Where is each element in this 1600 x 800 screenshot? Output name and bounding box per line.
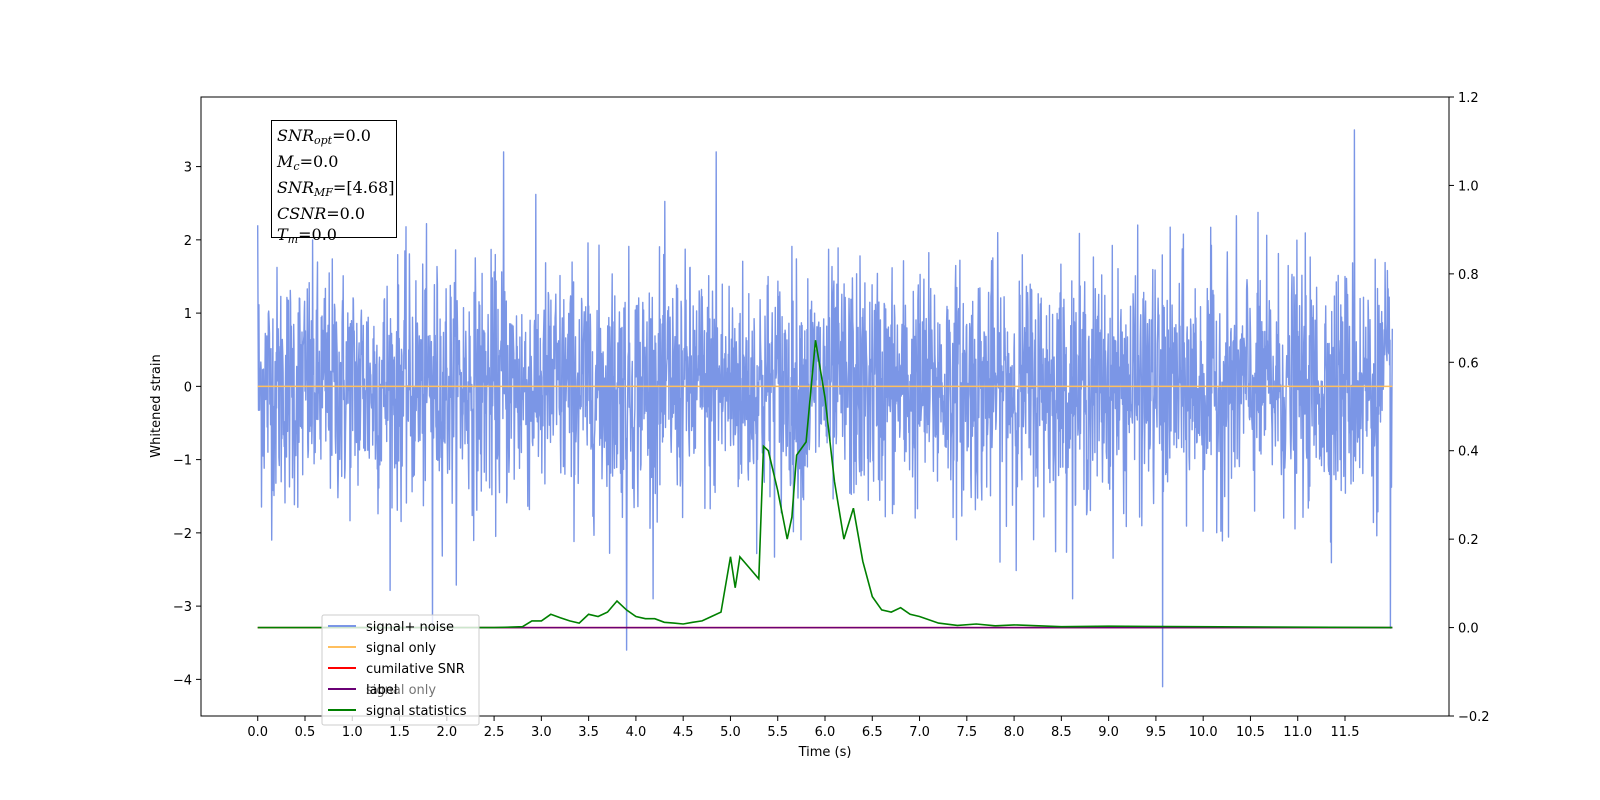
legend: signal+ noise signal only cumilative SNR… bbox=[321, 614, 480, 726]
x-axis-label: Time (s) bbox=[798, 745, 852, 760]
legend-label-signal-statistics: signal statistics bbox=[366, 704, 467, 719]
y-axis-label: Whitened strain bbox=[149, 354, 164, 457]
x-tick-label: 4.5 bbox=[673, 725, 694, 740]
y-left-tick-label: 2 bbox=[184, 234, 192, 249]
x-tick-label: 9.5 bbox=[1146, 725, 1167, 740]
x-tick-label: 0.5 bbox=[295, 725, 316, 740]
y-left-tick-label: −4 bbox=[173, 673, 192, 688]
x-tick-label: 10.0 bbox=[1189, 725, 1218, 740]
x-tick-label: 8.5 bbox=[1051, 725, 1072, 740]
y-right-tick-label: 1.0 bbox=[1458, 179, 1479, 194]
x-tick-label: 6.0 bbox=[815, 725, 836, 740]
x-tick-label: 5.5 bbox=[767, 725, 788, 740]
x-tick-label: 10.5 bbox=[1236, 725, 1265, 740]
csnr-symbol: CSNR bbox=[277, 204, 327, 223]
series-signal-noise-line bbox=[257, 129, 1393, 688]
info-snr-mf: SNRMF=[4.68] bbox=[277, 177, 396, 203]
series-signal-statistics-line bbox=[257, 340, 1393, 629]
legend-label-signal-noise: signal+ noise bbox=[366, 620, 454, 635]
x-tick-label: 5.0 bbox=[720, 725, 741, 740]
y-left-tick-label: −1 bbox=[173, 454, 192, 469]
x-tick-label: 1.0 bbox=[342, 725, 363, 740]
y-left-tick-label: 0 bbox=[184, 380, 192, 395]
legend-frame bbox=[321, 614, 480, 726]
y-axis-right-ticks: −0.2 0.0 0.2 0.4 0.6 0.8 1.0 1.2 bbox=[1449, 91, 1490, 725]
info-csnr: CSNR=0.0 bbox=[277, 203, 396, 224]
x-tick-label: 7.5 bbox=[956, 725, 977, 740]
legend-label-cumulative-snr: cumilative SNR bbox=[366, 662, 465, 677]
y-left-tick-label: −2 bbox=[173, 527, 192, 542]
y-right-tick-label: 0.0 bbox=[1458, 622, 1479, 637]
y-right-tick-label: 0.8 bbox=[1458, 268, 1479, 283]
mc-symbol: M bbox=[277, 152, 294, 171]
y-right-tick-label: 0.4 bbox=[1458, 445, 1479, 460]
y-left-tick-label: 3 bbox=[184, 161, 192, 176]
signal-noise-series bbox=[257, 129, 1393, 688]
info-snr-opt: SNRopt=0.0 bbox=[277, 125, 396, 151]
x-tick-label: 0.0 bbox=[247, 725, 268, 740]
x-tick-label: 3.5 bbox=[578, 725, 599, 740]
snr-opt-symbol: SNR bbox=[277, 126, 315, 145]
x-tick-label: 11.0 bbox=[1283, 725, 1312, 740]
y-right-tick-label: 1.2 bbox=[1458, 91, 1479, 106]
legend-label-label: label bbox=[366, 683, 397, 698]
tm-value: =0.0 bbox=[298, 225, 337, 244]
x-tick-label: 8.0 bbox=[1004, 725, 1025, 740]
x-tick-label: 6.5 bbox=[862, 725, 883, 740]
x-axis-ticks: 0.0 0.5 1.0 1.5 2.0 2.5 3.0 3.5 4.0 4.5 5.0 5.5 6.0 6… bbox=[247, 716, 1359, 740]
snr-opt-value: =0.0 bbox=[332, 126, 371, 145]
info-box: SNRopt=0.0 Mc=0.0 SNRMF=[4.68] CSNR=0.0 … bbox=[271, 120, 397, 246]
x-tick-label: 2.5 bbox=[484, 725, 505, 740]
x-tick-label: 2.0 bbox=[436, 725, 457, 740]
snr-mf-value: =[4.68] bbox=[332, 178, 395, 197]
legend-label-signal-only: signal only bbox=[366, 641, 436, 656]
y-left-tick-label: 1 bbox=[184, 307, 192, 322]
tm-subscript: m bbox=[287, 233, 299, 246]
y-left-tick-label: −3 bbox=[173, 600, 192, 615]
x-tick-label: 9.0 bbox=[1098, 725, 1119, 740]
y-axis-left-ticks: −4 −3 −2 −1 0 1 2 3 bbox=[173, 161, 201, 688]
y-right-tick-label: −0.2 bbox=[1458, 710, 1490, 725]
y-right-tick-label: 0.6 bbox=[1458, 356, 1479, 371]
x-tick-label: 11.5 bbox=[1331, 725, 1360, 740]
y-right-tick-label: 0.2 bbox=[1458, 533, 1479, 548]
snr-mf-symbol: SNR bbox=[277, 178, 315, 197]
mc-subscript: c bbox=[293, 160, 300, 173]
x-tick-label: 7.0 bbox=[909, 725, 930, 740]
x-tick-label: 1.5 bbox=[389, 725, 410, 740]
csnr-value: =0.0 bbox=[326, 204, 366, 223]
info-mc: Mc=0.0 bbox=[277, 151, 396, 177]
mc-value: =0.0 bbox=[299, 152, 339, 171]
x-tick-label: 3.0 bbox=[531, 725, 552, 740]
snr-opt-subscript: opt bbox=[314, 134, 333, 147]
tm-symbol: T bbox=[277, 225, 288, 244]
x-tick-label: 4.0 bbox=[626, 725, 647, 740]
legend-hidden-text: signal only bbox=[366, 683, 436, 698]
snr-mf-subscript: MF bbox=[314, 186, 333, 199]
info-tm: Tm=0.0 bbox=[277, 224, 396, 250]
